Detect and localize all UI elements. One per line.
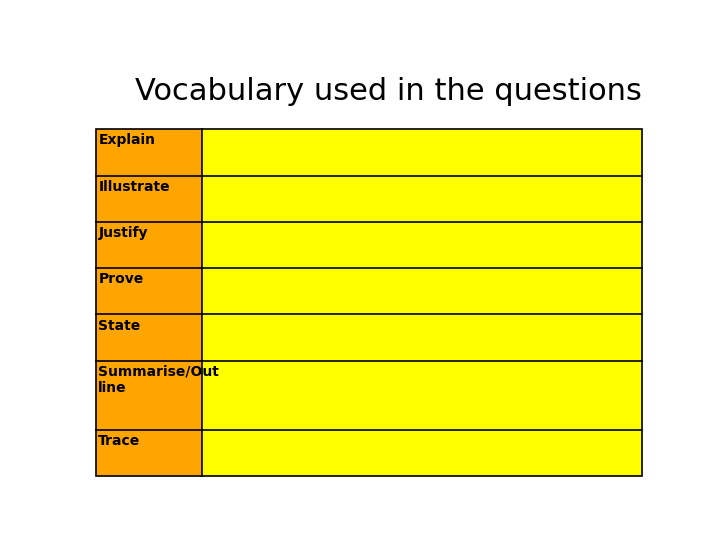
- Text: Vocabulary used in the questions: Vocabulary used in the questions: [135, 77, 642, 106]
- Text: Summarise/Out
line: Summarise/Out line: [99, 365, 220, 395]
- Bar: [96, 222, 202, 268]
- Bar: [202, 222, 642, 268]
- Bar: [96, 129, 642, 476]
- Text: Trace: Trace: [99, 434, 140, 448]
- Bar: [202, 430, 642, 476]
- Bar: [96, 314, 202, 361]
- Text: Justify: Justify: [99, 226, 148, 240]
- Text: Explain: Explain: [99, 133, 156, 147]
- Bar: [96, 430, 202, 476]
- Text: Prove: Prove: [99, 272, 143, 286]
- Bar: [202, 176, 642, 222]
- Bar: [202, 268, 642, 314]
- Bar: [96, 176, 202, 222]
- Bar: [202, 314, 642, 361]
- Bar: [96, 268, 202, 314]
- Text: State: State: [99, 319, 140, 333]
- Text: Illustrate: Illustrate: [99, 180, 170, 194]
- Bar: [96, 361, 202, 430]
- Bar: [96, 129, 202, 176]
- Bar: [202, 129, 642, 176]
- Bar: [202, 361, 642, 430]
